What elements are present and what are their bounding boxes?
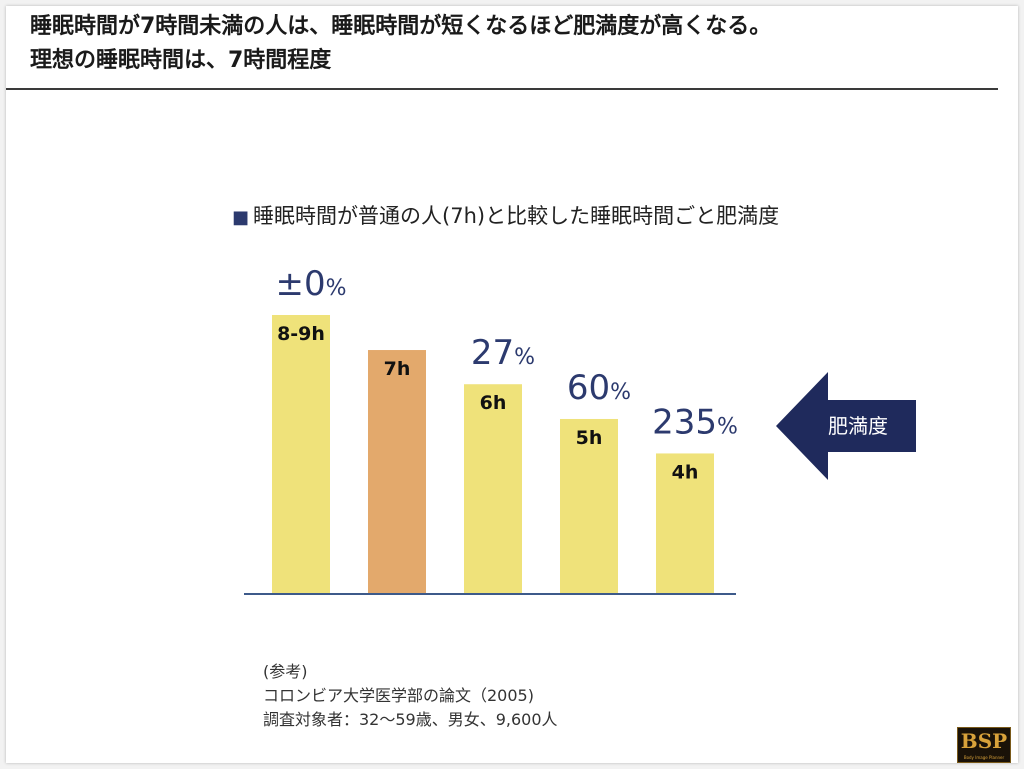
- bar: [272, 315, 330, 593]
- category-label: 5h: [576, 427, 603, 449]
- value-label: 60%: [567, 368, 631, 408]
- bar: [656, 453, 714, 593]
- note-heading: (参考): [263, 662, 308, 681]
- logo-letters: BSP: [960, 729, 1008, 753]
- logo-tagline: Body Image Planner: [963, 755, 1005, 760]
- arrow-label: 肥満度: [828, 414, 888, 438]
- category-label: 6h: [480, 392, 507, 414]
- title-line-1: 睡眠時間が7時間未満の人は、睡眠時間が短くなるほど肥満度が高くなる。: [30, 14, 772, 39]
- reference-notes: (参考) コロンビア大学医学部の論文（2005) 調査対象者：32〜59歳、男女…: [263, 660, 558, 732]
- left-arrow-icon: [776, 372, 916, 480]
- note-subjects: 調査対象者：32〜59歳、男女、9,600人: [263, 710, 558, 729]
- title-line-2: 理想の睡眠時間は、7時間程度: [30, 48, 332, 73]
- square-bullet-icon: ■: [232, 207, 250, 228]
- value-label: 27%: [471, 333, 535, 373]
- category-label: 7h: [384, 358, 411, 380]
- bsp-logo: BSP Body Image Planner: [957, 727, 1011, 763]
- category-label: 4h: [672, 461, 699, 483]
- value-label: 235%: [652, 402, 738, 442]
- bar: [464, 384, 522, 593]
- page-title: 睡眠時間が7時間未満の人は、睡眠時間が短くなるほど肥満度が高くなる。 理想の睡眠…: [30, 10, 1005, 78]
- bar: [368, 350, 426, 593]
- bar: [560, 418, 618, 593]
- chart-subtitle: ■ 睡眠時間が普通の人(7h)と比較した睡眠時間ごと肥満度: [232, 200, 779, 230]
- chart-subtitle-text: 睡眠時間が普通の人(7h)と比較した睡眠時間ごと肥満度: [253, 204, 780, 228]
- value-label: ±0%: [275, 264, 346, 304]
- title-divider: [6, 88, 998, 90]
- category-label: 8-9h: [277, 323, 325, 345]
- note-source: コロンビア大学医学部の論文（2005): [263, 686, 534, 705]
